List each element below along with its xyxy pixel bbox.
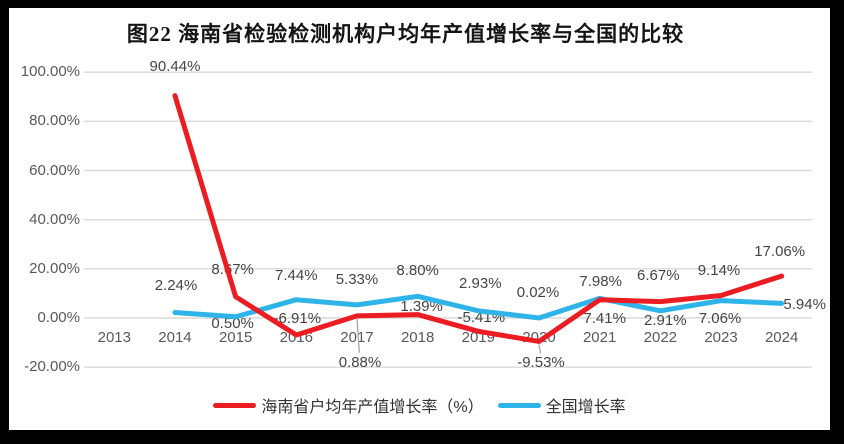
data-label-hainan-2023: 9.14% xyxy=(697,261,741,279)
data-label-hainan-2020: -9.53% xyxy=(517,354,565,372)
data-label-national-2014: 2.24% xyxy=(154,277,198,295)
data-label-hainan-2017: 0.88% xyxy=(338,353,382,371)
y-axis-tick-100: 100.00% xyxy=(20,63,80,81)
legend-label-national: 全国增长率 xyxy=(545,399,626,416)
chart-title: 图22 海南省检验检测机构户均年产值增长率与全国的比较 xyxy=(126,22,685,46)
data-label-hainan-2014: 90.44% xyxy=(149,57,201,75)
y-axis-tick--20: -20.00% xyxy=(24,358,80,376)
legend-swatch-hainan xyxy=(213,402,257,408)
y-axis-tick-40: 40.00% xyxy=(29,210,80,228)
data-label-national-2015: 0.50% xyxy=(211,314,254,332)
data-label-national-2021: 7.98% xyxy=(579,273,622,291)
y-axis-tick-60: 60.00% xyxy=(29,161,80,179)
legend-swatch-national xyxy=(497,402,541,408)
chart-panel: 图22 海南省检验检测机构户均年产值增长率与全国的比较 100.00% 80.00… xyxy=(9,8,830,430)
x-axis-label-2013: 2013 xyxy=(97,329,131,346)
y-axis-tick-0: 0.00% xyxy=(37,309,80,326)
data-label-national-2023: 7.06% xyxy=(698,309,742,327)
y-axis-tick-20: 20.00% xyxy=(29,259,80,277)
labels-layer: 100.00% 80.00% 60.00% 40.00% 20.00% 0.00% -20.… xyxy=(9,8,830,430)
data-label-national-2024: 5.94% xyxy=(783,296,826,314)
legend: 海南省户均年产值增长率（%） 全国增长率 xyxy=(9,393,830,417)
x-axis-label-2024: 2024 xyxy=(764,329,799,346)
data-label-hainan-2019: -5.41% xyxy=(457,309,506,327)
legend-label-hainan: 海南省户均年产值增长率（%） xyxy=(261,399,484,416)
data-label-hainan-2024: 17.06% xyxy=(754,243,806,261)
y-axis-tick-80: 80.00% xyxy=(29,112,80,130)
